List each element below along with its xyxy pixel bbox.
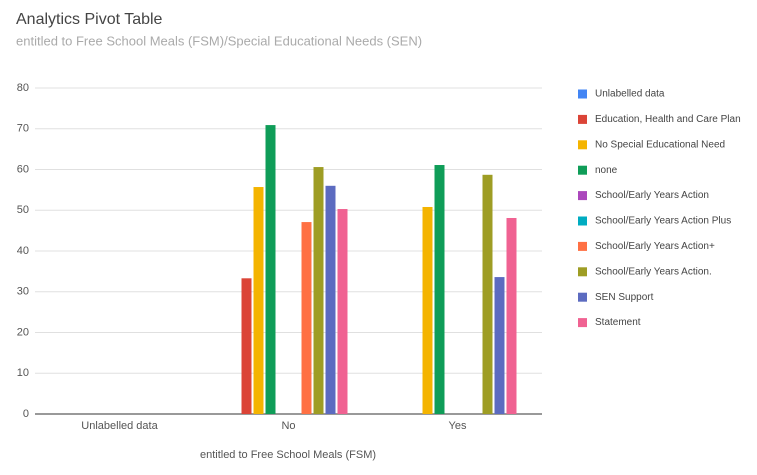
legend-swatch [578, 165, 587, 175]
legend-text: School/Early Years Action Plus [595, 216, 731, 227]
legend-swatch [578, 216, 587, 226]
bar [301, 222, 312, 414]
bar [506, 217, 517, 414]
x-tick-label: Yes [449, 420, 467, 432]
y-tick-label: 40 [17, 245, 29, 257]
chart-subtitle: entitled to Free School Meals (FSM)/Spec… [16, 33, 422, 48]
legend-text: Statement [595, 317, 641, 328]
legend-text: School/Early Years Action+ [595, 241, 715, 252]
legend-swatch [578, 267, 587, 277]
x-axis-title: entitled to Free School Meals (FSM) [200, 449, 376, 461]
legend-swatch [578, 241, 587, 251]
y-tick-label: 60 [17, 163, 29, 175]
chart-title: Analytics Pivot Table [16, 11, 163, 28]
y-tick-label: 30 [17, 286, 29, 298]
legend-swatch [578, 318, 587, 328]
legend-text: School/Early Years Action [595, 190, 709, 201]
y-tick-label: 0 [23, 408, 29, 420]
legend-swatch [578, 191, 587, 201]
legend-text: Unlabelled data [595, 89, 665, 100]
y-tick-label: 10 [17, 367, 29, 379]
bar [325, 185, 336, 414]
legend-text: none [595, 165, 618, 176]
y-tick-label: 20 [17, 326, 29, 338]
bar [494, 277, 505, 414]
bar [265, 125, 276, 415]
bar [253, 187, 264, 414]
x-tick-label: Unlabelled data [81, 420, 158, 432]
y-tick-label: 50 [17, 204, 29, 216]
legend-swatch [578, 114, 587, 124]
legend-text: No Special Educational Need [595, 139, 725, 150]
bar [313, 167, 324, 414]
legend-swatch [578, 292, 587, 302]
bar [337, 209, 348, 414]
y-tick-label: 80 [17, 82, 29, 94]
bar [241, 278, 252, 414]
bar [482, 174, 493, 414]
legend-swatch [578, 89, 587, 99]
y-tick-label: 70 [17, 123, 29, 135]
legend-text: Education, Health and Care Plan [595, 114, 741, 125]
legend-text: SEN Support [595, 292, 654, 303]
bar [434, 165, 445, 414]
legend-text: School/Early Years Action. [595, 266, 712, 277]
x-tick-label: No [281, 420, 295, 432]
bar [422, 206, 433, 414]
legend-swatch [578, 140, 587, 150]
